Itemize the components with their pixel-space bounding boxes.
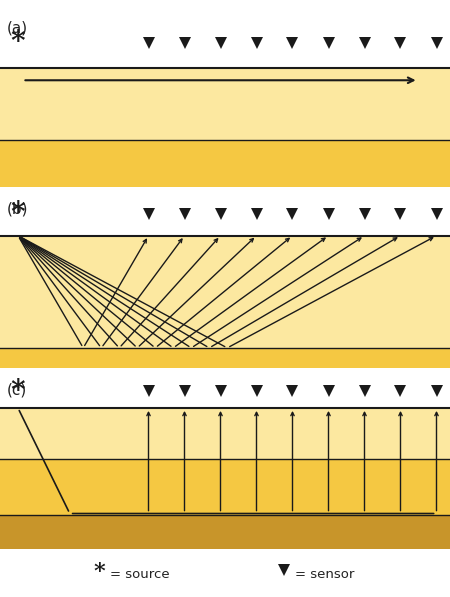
- Text: (c): (c): [7, 383, 27, 398]
- Text: *: *: [93, 561, 105, 583]
- Bar: [0, 515, 450, 549]
- Text: (a): (a): [7, 21, 28, 36]
- Bar: [0, 348, 450, 368]
- Text: (b): (b): [7, 202, 28, 217]
- Text: = sensor: = sensor: [295, 568, 354, 581]
- Text: *: *: [11, 29, 25, 56]
- Bar: [0, 236, 450, 348]
- Bar: [0, 140, 450, 187]
- Text: *: *: [11, 377, 25, 405]
- Bar: [0, 459, 450, 515]
- Bar: [0, 69, 450, 140]
- Text: *: *: [11, 200, 25, 227]
- Text: = source: = source: [110, 568, 170, 581]
- Bar: [0, 408, 450, 459]
